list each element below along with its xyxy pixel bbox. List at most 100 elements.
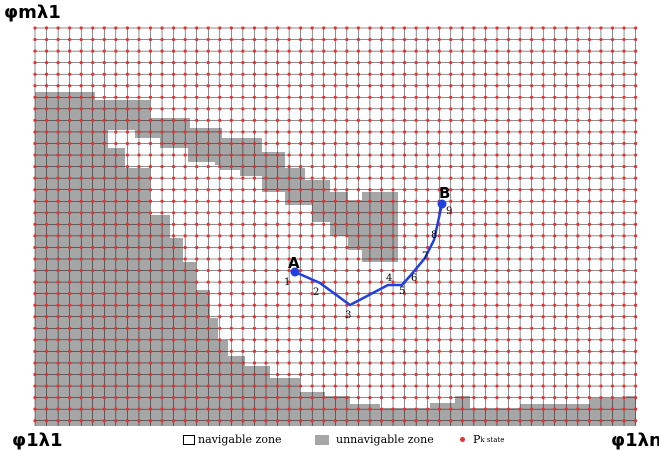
state-dot xyxy=(310,292,314,296)
state-dot xyxy=(622,361,626,365)
state-dot xyxy=(264,361,268,365)
state-dot xyxy=(610,130,615,134)
state-dot xyxy=(437,245,441,250)
state-dot xyxy=(91,61,95,65)
state-dot xyxy=(148,372,153,377)
label-bottom-right: φ1λn xyxy=(611,430,659,451)
state-dot xyxy=(530,176,534,180)
state-dot xyxy=(483,234,488,238)
state-dot xyxy=(483,361,488,365)
state-dot xyxy=(137,153,141,157)
state-dot xyxy=(553,153,557,157)
state-dot xyxy=(345,130,349,134)
state-dot xyxy=(506,396,511,400)
state-dot xyxy=(460,37,464,42)
state-dot xyxy=(125,72,129,76)
state-dot xyxy=(622,84,626,88)
state-dot xyxy=(160,118,164,122)
state-dot xyxy=(587,407,592,411)
state-dot xyxy=(310,315,314,319)
state-dot xyxy=(264,84,268,88)
state-dot xyxy=(310,130,314,134)
state-dot xyxy=(356,384,360,388)
state-dot xyxy=(599,407,603,411)
state-dot xyxy=(114,407,118,411)
state-dot xyxy=(379,107,384,111)
state-dot xyxy=(587,222,592,226)
state-dot xyxy=(91,84,95,88)
state-dot xyxy=(218,384,222,388)
state-dot xyxy=(426,349,430,353)
state-dot xyxy=(414,165,418,169)
state-dot xyxy=(172,49,176,53)
state-dot xyxy=(79,419,83,423)
state-dot xyxy=(33,384,37,388)
state-dot xyxy=(599,349,603,353)
state-dot xyxy=(241,118,245,122)
state-dot xyxy=(634,292,638,296)
state-dot xyxy=(541,153,545,157)
state-dot xyxy=(541,188,545,192)
state-dot xyxy=(310,222,314,226)
state-dot xyxy=(622,384,626,388)
state-dot xyxy=(530,84,534,88)
state-dot xyxy=(403,407,407,411)
state-dot xyxy=(252,188,257,192)
state-dot xyxy=(322,141,326,146)
state-dot xyxy=(576,49,580,53)
state-dot xyxy=(102,407,106,411)
state-dot xyxy=(345,292,349,296)
state-dot xyxy=(403,338,407,342)
state-dot xyxy=(391,165,395,169)
state-dot xyxy=(506,407,511,411)
state-dot xyxy=(460,407,464,411)
state-dot xyxy=(44,37,49,42)
state-dot xyxy=(172,268,176,273)
state-dot xyxy=(44,61,49,65)
state-dot xyxy=(391,118,395,122)
state-dot xyxy=(379,130,384,134)
state-dot xyxy=(33,257,37,261)
state-dot xyxy=(483,61,488,65)
state-dot xyxy=(599,315,603,319)
state-dot xyxy=(379,361,384,365)
state-dot xyxy=(310,268,314,273)
state-dot xyxy=(287,130,291,134)
state-dot xyxy=(610,234,615,238)
state-dot xyxy=(229,349,233,353)
state-dot xyxy=(449,396,453,400)
state-dot xyxy=(587,199,592,203)
state-dot xyxy=(541,199,545,203)
state-dot xyxy=(368,130,372,134)
state-dot xyxy=(576,396,580,400)
state-dot xyxy=(310,407,314,411)
state-dot xyxy=(137,211,141,215)
state-dot xyxy=(172,280,176,284)
state-dot xyxy=(114,361,118,365)
state-dot xyxy=(137,303,141,307)
state-dot xyxy=(541,118,545,122)
state-dot xyxy=(403,26,407,30)
state-dot xyxy=(287,188,291,192)
state-dot xyxy=(322,361,326,365)
state-dot xyxy=(172,130,176,134)
state-dot xyxy=(241,372,245,377)
state-dot xyxy=(564,338,568,342)
state-dot xyxy=(333,257,337,261)
state-dot xyxy=(414,303,418,307)
state-dot xyxy=(68,419,72,423)
state-dot xyxy=(391,419,395,423)
state-dot xyxy=(553,234,557,238)
state-dot xyxy=(91,315,95,319)
state-dot xyxy=(333,349,337,353)
state-dot xyxy=(495,211,499,215)
state-dot xyxy=(333,165,337,169)
state-dot xyxy=(125,37,129,42)
state-dot xyxy=(264,419,268,423)
state-dot xyxy=(252,315,257,319)
state-dot xyxy=(530,141,534,146)
waypoint-9: 9 xyxy=(446,206,452,217)
state-dot xyxy=(114,199,118,203)
state-dot xyxy=(483,37,488,42)
state-dot xyxy=(460,338,464,342)
